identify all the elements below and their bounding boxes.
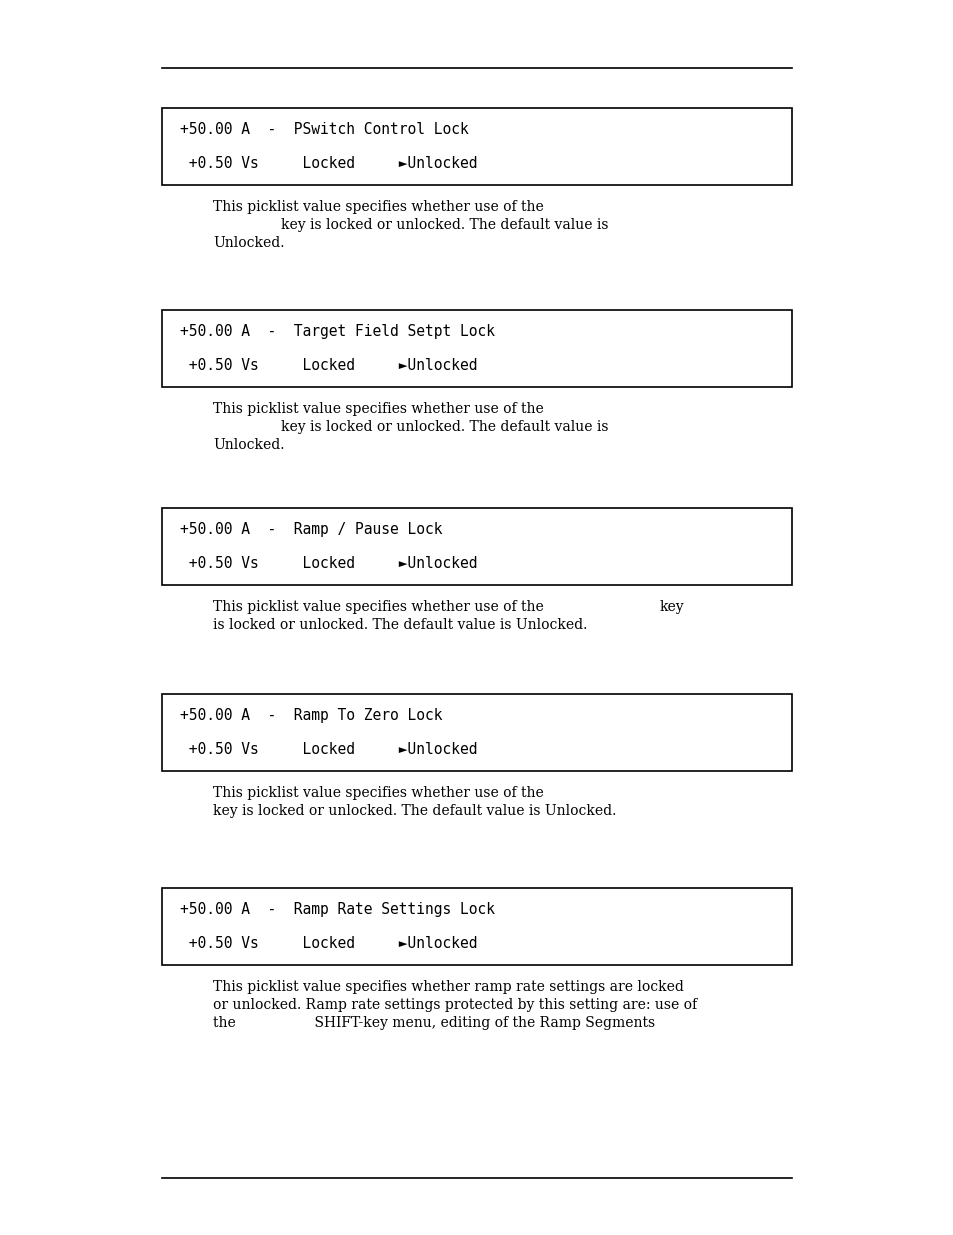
Text: This picklist value specifies whether use of the: This picklist value specifies whether us… [213, 785, 543, 800]
Bar [162, 694, 791, 771]
Text: +0.50 Vs     Locked     ►Unlocked: +0.50 Vs Locked ►Unlocked [180, 156, 477, 170]
Bar [162, 107, 791, 185]
Text: Unlocked.: Unlocked. [213, 438, 284, 452]
Text: +50.00 A  -  Ramp To Zero Lock: +50.00 A - Ramp To Zero Lock [180, 708, 442, 722]
Text: This picklist value specifies whether use of the: This picklist value specifies whether us… [213, 200, 543, 214]
Text: This picklist value specifies whether use of the: This picklist value specifies whether us… [213, 600, 543, 614]
Text: key is locked or unlocked. The default value is: key is locked or unlocked. The default v… [281, 420, 608, 433]
Text: +50.00 A  -  Ramp Rate Settings Lock: +50.00 A - Ramp Rate Settings Lock [180, 902, 495, 918]
Text: +0.50 Vs     Locked     ►Unlocked: +0.50 Vs Locked ►Unlocked [180, 358, 477, 373]
Text: the                  SHIFT-key menu, editing of the Ramp Segments: the SHIFT-key menu, editing of the Ramp … [213, 1016, 655, 1030]
Bar [162, 508, 791, 585]
Text: +0.50 Vs     Locked     ►Unlocked: +0.50 Vs Locked ►Unlocked [180, 556, 477, 571]
Text: key is locked or unlocked. The default value is Unlocked.: key is locked or unlocked. The default v… [213, 804, 616, 818]
Text: is locked or unlocked. The default value is Unlocked.: is locked or unlocked. The default value… [213, 618, 587, 632]
Text: or unlocked. Ramp rate settings protected by this setting are: use of: or unlocked. Ramp rate settings protecte… [213, 998, 697, 1011]
Text: This picklist value specifies whether ramp rate settings are locked: This picklist value specifies whether ra… [213, 981, 683, 994]
Text: +50.00 A  -  PSwitch Control Lock: +50.00 A - PSwitch Control Lock [180, 122, 468, 137]
Text: This picklist value specifies whether use of the: This picklist value specifies whether us… [213, 403, 543, 416]
Text: +50.00 A  -  Ramp / Pause Lock: +50.00 A - Ramp / Pause Lock [180, 522, 442, 537]
Bar [162, 888, 791, 965]
Text: Unlocked.: Unlocked. [213, 236, 284, 249]
Text: key: key [659, 600, 684, 614]
Text: +0.50 Vs     Locked     ►Unlocked: +0.50 Vs Locked ►Unlocked [180, 742, 477, 757]
Text: +50.00 A  -  Target Field Setpt Lock: +50.00 A - Target Field Setpt Lock [180, 324, 495, 340]
Text: key is locked or unlocked. The default value is: key is locked or unlocked. The default v… [281, 219, 608, 232]
Bar [162, 310, 791, 387]
Text: +0.50 Vs     Locked     ►Unlocked: +0.50 Vs Locked ►Unlocked [180, 936, 477, 951]
